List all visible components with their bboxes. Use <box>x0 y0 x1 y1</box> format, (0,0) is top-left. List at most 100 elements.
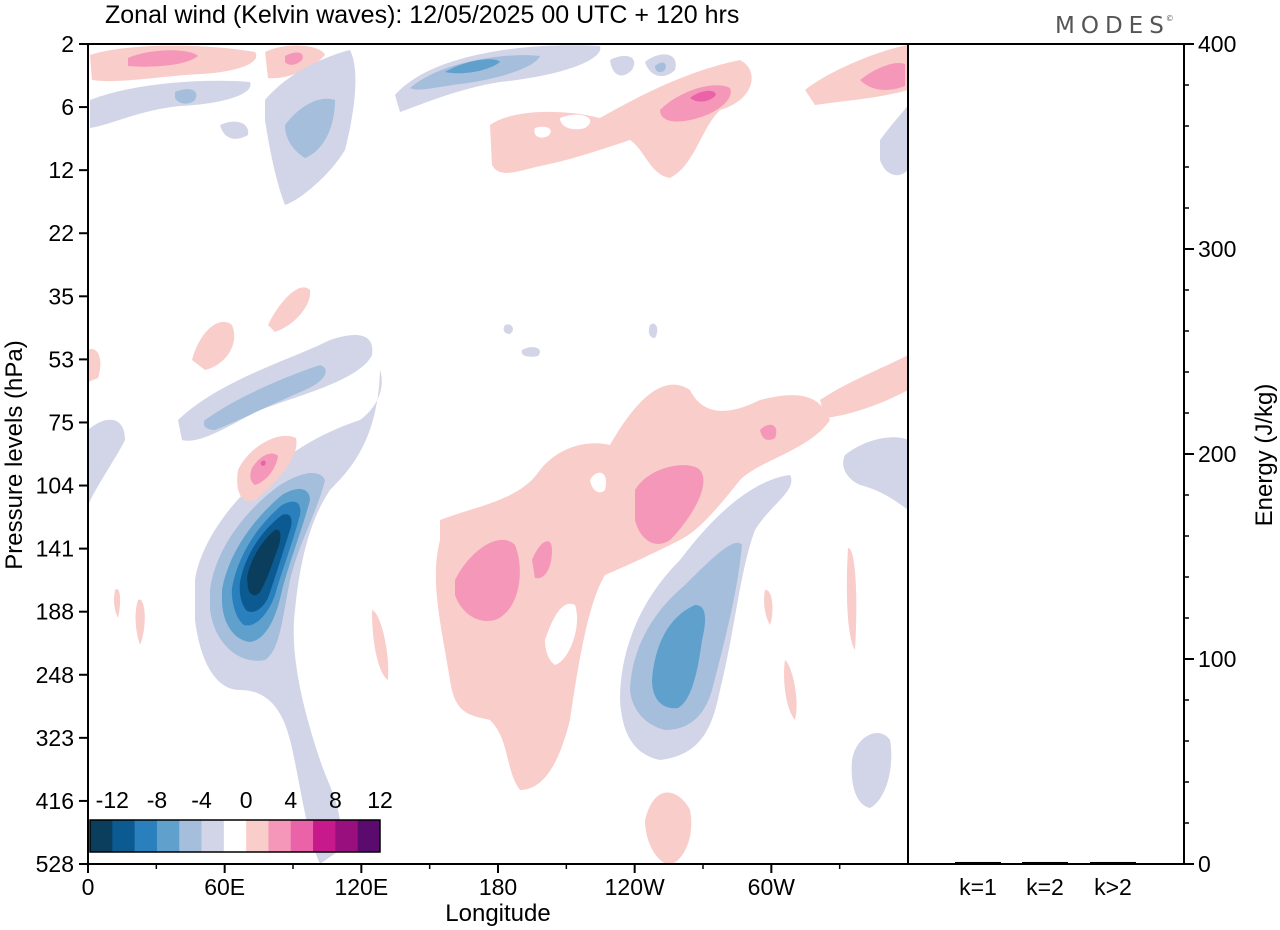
y-axis-pressure: 2 6 12 22 35 53 75 104 141 188 248 323 416 528 <box>36 31 88 877</box>
energy-y-tick-label: 300 <box>1198 236 1236 262</box>
contour-negative-outer <box>843 437 908 510</box>
contour-negative-outer <box>88 419 125 505</box>
energy-y-tick-label: 400 <box>1198 31 1236 57</box>
colorbar-label: -8 <box>147 787 167 813</box>
contour-zero-hole <box>545 603 578 665</box>
contour-negative-inner <box>410 55 540 90</box>
contour-zero-hole <box>590 472 607 493</box>
contour-positive-inner <box>455 539 520 621</box>
contour-negative-inner <box>203 365 326 430</box>
contour-positive-inner <box>760 424 777 440</box>
contour-negative-outer <box>648 323 658 338</box>
contour-negative-inner <box>175 89 197 104</box>
energy-y-tick-label: 100 <box>1198 646 1236 672</box>
x-tick-label: 120E <box>334 874 388 900</box>
chart-title: Zonal wind (Kelvin waves): 12/05/2025 00… <box>105 1 739 29</box>
colorbar-labels: -12 -8 -4 0 4 8 12 <box>96 787 393 813</box>
contour-positive-outer <box>372 610 389 680</box>
contour-negative-outer <box>395 45 601 112</box>
contour-positive-outer <box>88 349 101 382</box>
contour-negative-mid <box>652 605 706 709</box>
energy-x-tick-label: k=1 <box>959 874 997 900</box>
x-tick-label: 60E <box>204 874 245 900</box>
y-axis-label: Pressure levels (hPa) <box>1 340 28 569</box>
contour-positive-inner <box>128 50 198 67</box>
colorbar-label: 0 <box>240 787 253 813</box>
contour-positive-inner <box>285 52 303 65</box>
y-tick-label: 528 <box>36 851 74 877</box>
energy-bar <box>1022 861 1068 864</box>
y-tick-label: 53 <box>48 346 74 372</box>
contour-positive-outer <box>846 548 857 650</box>
contour-negative-outer <box>880 105 908 176</box>
colorbar-swatch <box>357 820 381 852</box>
contour-negative-outer <box>195 370 382 864</box>
energy-y-axis: 0 100 200 300 400 <box>1184 31 1236 877</box>
contour-positive-outer <box>820 355 908 418</box>
y-tick-label: 416 <box>36 788 74 814</box>
colorbar-label: 4 <box>284 787 297 813</box>
y-tick-label: 248 <box>36 662 74 688</box>
y-tick-label: 35 <box>48 283 74 309</box>
colorbar-swatch <box>90 820 113 852</box>
x-tick-label: 0 <box>82 874 95 900</box>
brand-mark: © <box>1166 14 1180 23</box>
colorbar-swatch <box>313 820 336 852</box>
energy-panel-frame <box>907 43 1185 865</box>
contour-positive-core <box>260 460 266 466</box>
contour-field <box>88 45 908 864</box>
energy-y-tick-label: 0 <box>1198 851 1211 877</box>
contour-negative-outer <box>220 121 249 139</box>
colorbar-swatch <box>134 820 158 852</box>
energy-x-tick-label: k=2 <box>1026 874 1064 900</box>
contour-negative-core <box>247 529 281 596</box>
x-tick-label: 180 <box>479 874 517 900</box>
colorbar-swatch <box>268 820 292 852</box>
contour-negative-core <box>445 59 500 74</box>
energy-x-axis: k=1 k=2 k>2 <box>959 874 1132 900</box>
colorbar-swatch <box>223 820 247 852</box>
y-tick-label: 2 <box>61 31 74 57</box>
contour-negative-outer <box>521 347 540 357</box>
contour-positive-outer <box>805 45 908 105</box>
x-axis-longitude: 0 60E 120E 180 120W 60W <box>82 864 841 900</box>
contour-negative-outer <box>503 324 513 334</box>
y-tick-label: 6 <box>61 94 74 120</box>
y-tick-label: 12 <box>48 157 74 183</box>
contour-positive-outer <box>645 792 692 864</box>
x-tick-label: 60W <box>748 874 796 900</box>
energy-y-tick-label: 200 <box>1198 441 1236 467</box>
contour-positive-outer <box>135 599 145 645</box>
colorbar-label: 8 <box>329 787 342 813</box>
contour-positive-outer <box>764 589 773 625</box>
energy-bars <box>955 861 1136 864</box>
y-tick-label: 188 <box>36 599 74 625</box>
energy-bar <box>1090 861 1136 864</box>
brand-logo: MODES© <box>1055 13 1180 39</box>
contour-negative-outer <box>851 732 892 808</box>
brand-name: MODES <box>1055 13 1170 39</box>
colorbar-swatch <box>290 820 314 852</box>
energy-y-axis-label: Energy (J/kg) <box>1251 384 1278 527</box>
contour-positive-outer <box>784 660 797 720</box>
contour-positive-outer <box>435 384 830 790</box>
contour-positive-outer <box>268 287 311 332</box>
contour-positive-outer <box>114 589 121 618</box>
x-axis-label: Longitude <box>445 900 550 927</box>
y-tick-label: 323 <box>36 725 74 751</box>
contour-positive-inner <box>635 465 704 544</box>
energy-panel: k=1 k=2 k>2 0 100 200 300 400 <box>907 31 1236 900</box>
colorbar-swatch <box>112 820 136 852</box>
contour-positive-outer <box>490 60 752 178</box>
colorbar-swatch <box>201 820 225 852</box>
colorbar-label: -4 <box>191 787 212 813</box>
contour-positive-inner <box>860 62 905 90</box>
colorbar <box>89 819 381 853</box>
colorbar-swatch <box>335 820 359 852</box>
contour-zero-hole <box>534 126 551 138</box>
contour-negative-inner <box>655 62 666 73</box>
contour-positive-inner <box>250 453 278 485</box>
contour-negative-inner <box>285 98 335 158</box>
energy-x-tick-label: k>2 <box>1094 874 1132 900</box>
